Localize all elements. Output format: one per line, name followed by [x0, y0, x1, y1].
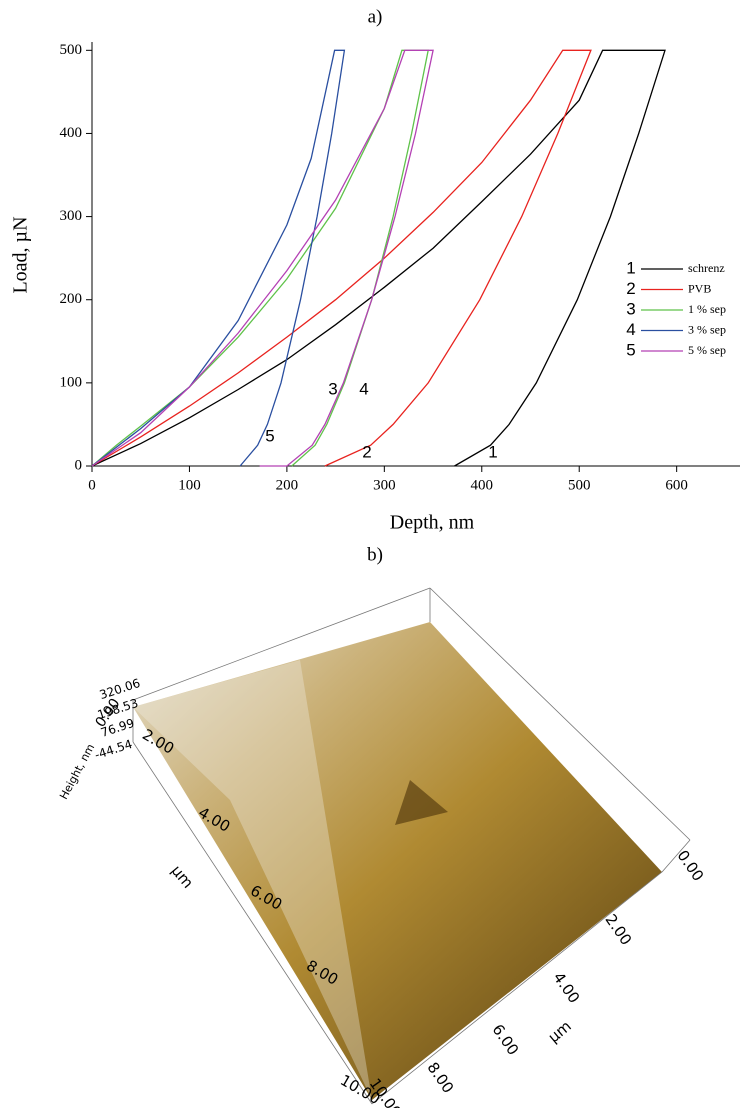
series-line [91, 49, 434, 467]
x-axis-label: Depth, nm [390, 512, 475, 534]
legend-number: 1 [626, 258, 635, 277]
right-axis-tick: 4.00 [549, 969, 583, 1007]
indent [395, 780, 448, 825]
right-axis-tick: 8.00 [423, 1059, 457, 1097]
surface-highlight [133, 660, 372, 1100]
x-tick-label: 200 [276, 477, 299, 493]
legend-label: 3 % sep [688, 322, 726, 336]
legend-label: 1 % sep [688, 302, 726, 316]
x-tick-label: 400 [471, 477, 494, 493]
y-tick-label: 100 [60, 374, 83, 390]
series-line [91, 49, 666, 467]
panel-title: b) [367, 544, 383, 565]
y-tick-label: 300 [60, 208, 83, 224]
right-axis-tick: 0.00 [673, 847, 707, 885]
x-tick-label: 600 [665, 477, 688, 493]
legend-label: 5 % sep [688, 343, 726, 357]
curve-label: 5 [265, 426, 274, 445]
curve-label: 4 [359, 379, 368, 398]
legend-number: 4 [626, 320, 635, 339]
y-tick-label: 400 [60, 125, 83, 141]
x-tick-label: 500 [568, 477, 591, 493]
legend-number: 3 [626, 299, 635, 318]
x-tick-label: 0 [88, 477, 96, 493]
height-label: Height, nm [57, 742, 97, 802]
height-tick: -44.54 [93, 737, 134, 762]
x-tick-label: 300 [373, 477, 396, 493]
x-tick-label: 100 [178, 477, 201, 493]
chart-title: a) [368, 6, 383, 27]
series-line [91, 49, 592, 467]
series-line [91, 49, 346, 467]
surface [133, 622, 662, 1100]
left-axis-label: µm [168, 862, 197, 892]
y-tick-label: 500 [60, 42, 83, 58]
right-axis-tick: 2.00 [601, 911, 635, 949]
afm-box [132, 587, 691, 1105]
curve-label: 3 [328, 379, 337, 398]
legend-label: PVB [688, 281, 711, 295]
y-axis-label: Load, µN [10, 216, 32, 293]
legend-number: 2 [626, 279, 635, 298]
curve-label: 1 [488, 442, 497, 461]
legend-number: 5 [626, 340, 635, 359]
y-tick-label: 200 [60, 291, 83, 307]
curve-label: 2 [362, 442, 371, 461]
right-axis-tick: 6.00 [488, 1021, 522, 1059]
series-line [91, 49, 429, 467]
afm-surface [132, 587, 691, 1105]
legend-label: schrenz [688, 261, 725, 275]
y-tick-label: 0 [75, 457, 83, 473]
right-axis-label: µm [545, 1017, 575, 1046]
